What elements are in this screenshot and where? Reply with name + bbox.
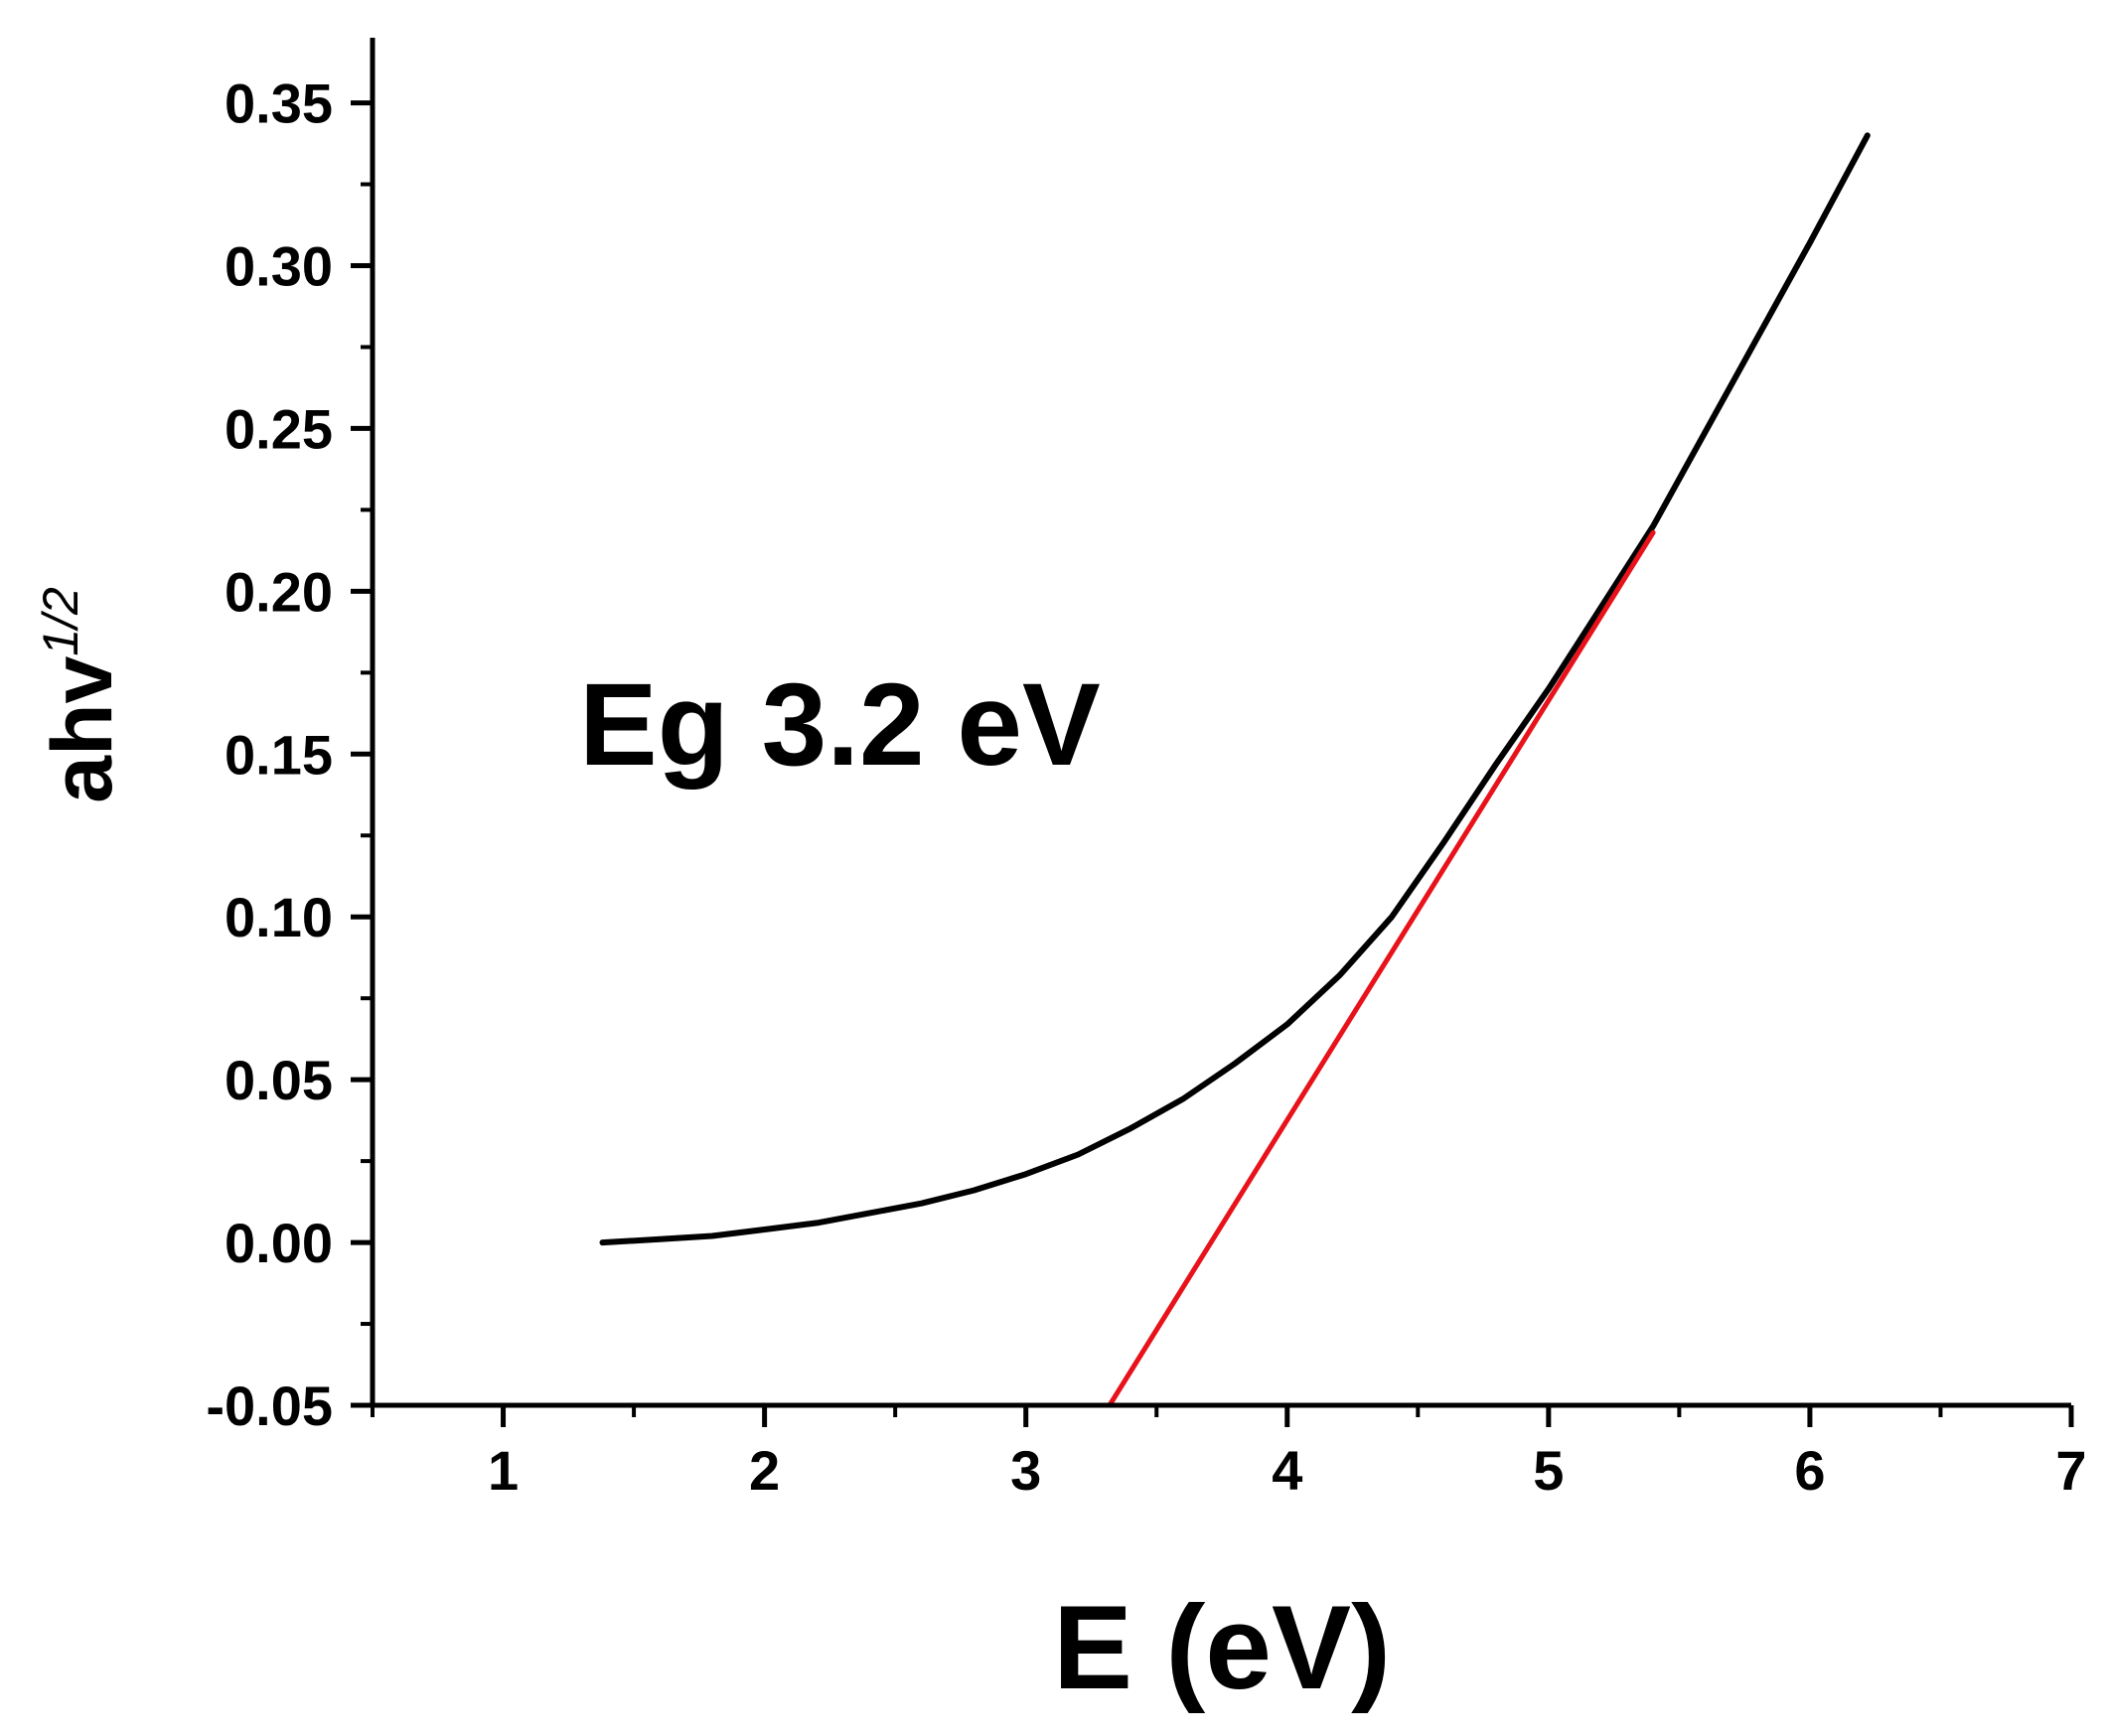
x-tick-label: 3 [1010, 1439, 1041, 1502]
x-tick-label: 4 [1272, 1439, 1302, 1502]
y-tick-label: 0.00 [225, 1212, 333, 1274]
y-axis-title-superscript: 1/2 [33, 587, 88, 656]
x-tick-label: 5 [1533, 1439, 1564, 1502]
y-ticks: -0.05 0.00 0.05 0.10 0.15 0.20 0.25 0.30 0.35 [206, 72, 373, 1437]
y-tick-label: -0.05 [206, 1374, 333, 1437]
y-tick-label: 0.10 [225, 886, 333, 948]
x-tick-label: 7 [2055, 1439, 2086, 1502]
x-tick-label: 1 [488, 1439, 519, 1502]
annotation-label: Eg 3.2 eV [579, 659, 1101, 791]
axes: -0.05 0.00 0.05 0.10 0.15 0.20 0.25 0.30 0.35 1 2… [206, 38, 2087, 1502]
data-curve-line [599, 132, 1871, 1246]
y-axis-title: ahv1/2 [33, 587, 130, 803]
x-tick-label: 6 [1794, 1439, 1825, 1502]
y-tick-label: 0.25 [225, 397, 333, 460]
y-tick-label: 0.05 [225, 1049, 333, 1111]
y-axis-title-main: ahv [35, 655, 130, 802]
y-tick-label: 0.35 [225, 72, 333, 135]
y-tick-label: 0.15 [225, 723, 333, 786]
x-ticks: 1 2 3 4 5 6 7 [371, 1405, 2087, 1502]
plot-area [599, 132, 1871, 1408]
y-tick-label: 0.20 [225, 560, 333, 623]
tangent-fit-line [1107, 529, 1656, 1408]
x-tick-label: 2 [749, 1439, 780, 1502]
x-axis-title: E (eV) [1053, 1581, 1391, 1714]
y-tick-label: 0.30 [225, 235, 333, 298]
